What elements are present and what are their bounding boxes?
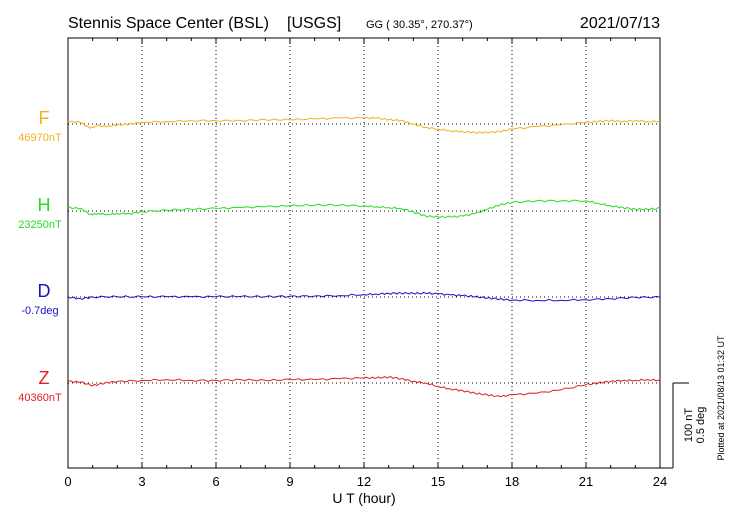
- series-letter-H: H: [38, 195, 51, 215]
- series-letter-D: D: [38, 281, 51, 301]
- x-tick-label-24: 24: [653, 474, 667, 489]
- series-label-H: H 23250nT: [18, 195, 62, 231]
- plotted-timestamp: Plotted at 2021/08/13 01:32 UT: [716, 335, 726, 461]
- coordinates-label: GG ( 30.35°, 270.37°): [366, 19, 473, 31]
- series-label-F: F 46970nT: [18, 108, 62, 144]
- x-tick-label-0: 0: [64, 474, 71, 489]
- series-label-Z: Z 40360nT: [18, 368, 62, 404]
- series-baseline-H: 23250nT: [18, 219, 62, 231]
- agency-label: [USGS]: [287, 15, 341, 32]
- x-tick-label-21: 21: [579, 474, 593, 489]
- series-label-D: D -0.7deg: [21, 281, 58, 317]
- x-axis-ticks: 0 3 6 9 12 15 18 21 24: [64, 38, 667, 489]
- x-tick-label-12: 12: [357, 474, 371, 489]
- scale-note-line2: 0.5 deg: [695, 407, 707, 444]
- series-letter-Z: Z: [39, 368, 50, 388]
- series-line-F: [67, 116, 661, 134]
- series-traces: [67, 116, 661, 398]
- station-title: Stennis Space Center (BSL): [68, 15, 269, 32]
- chart-date: 2021/07/13: [580, 15, 660, 32]
- grid-lines: [141, 38, 587, 468]
- series-baseline-Z: 40360nT: [18, 392, 62, 404]
- scale-note-line1: 100 nT: [683, 408, 695, 443]
- x-tick-label-3: 3: [138, 474, 145, 489]
- series-baseline-D: -0.7deg: [21, 305, 58, 317]
- series-baseline-F: 46970nT: [18, 132, 62, 144]
- x-axis-label: U T (hour): [332, 490, 395, 506]
- x-tick-label-6: 6: [212, 474, 219, 489]
- x-tick-label-18: 18: [505, 474, 519, 489]
- x-tick-label-9: 9: [286, 474, 293, 489]
- series-baselines: [68, 123, 660, 384]
- series-letter-F: F: [39, 108, 50, 128]
- series-line-H: [67, 199, 661, 219]
- scale-bar: 100 nT 0.5 deg: [660, 382, 707, 469]
- series-line-D: [67, 291, 661, 302]
- x-tick-label-15: 15: [431, 474, 445, 489]
- series-line-Z: [67, 375, 661, 398]
